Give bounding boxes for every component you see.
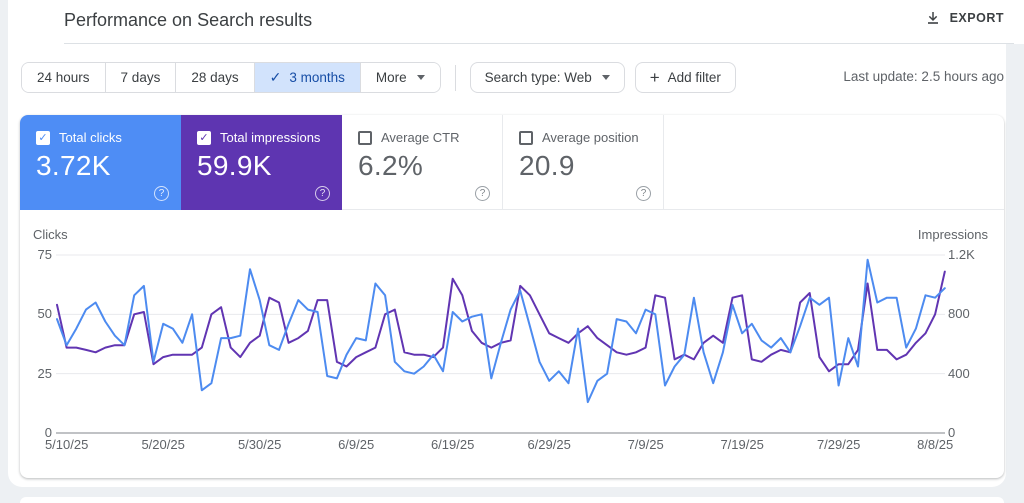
- help-icon[interactable]: ?: [636, 186, 651, 201]
- add-filter-label: Add filter: [667, 70, 721, 85]
- x-axis-date-tick: 7/29/25: [816, 437, 861, 452]
- performance-chart[interactable]: Clicks Impressions 75 50 25 0 1.2K 800 400 0 5/1…: [20, 210, 1004, 478]
- performance-card: ✓ Total clicks 3.72K ? ✓ Total impressio…: [20, 115, 1004, 478]
- header-divider: [64, 43, 1014, 44]
- left-axis-tick: 50: [37, 306, 52, 322]
- metric-value: 20.9: [519, 150, 575, 181]
- download-icon: [925, 10, 941, 26]
- metric-value: 59.9K: [197, 150, 272, 181]
- plus-icon: +: [649, 68, 660, 87]
- x-axis-date-tick: 8/8/25: [917, 437, 954, 452]
- average-ctr-checkbox[interactable]: [358, 130, 372, 145]
- x-axis-date-tick: 5/30/25: [237, 437, 282, 452]
- right-axis-title: Impressions: [917, 227, 988, 242]
- toolbar-divider: [454, 64, 456, 91]
- chevron-down-icon: [601, 75, 610, 80]
- total-impressions-checkbox[interactable]: ✓: [197, 130, 211, 145]
- export-label: EXPORT: [949, 11, 1004, 25]
- search-type-label: Search type: Web: [484, 70, 592, 85]
- metric-total-clicks[interactable]: ✓ Total clicks 3.72K ?: [20, 115, 181, 210]
- help-icon[interactable]: ?: [154, 186, 169, 201]
- date-range-28-days[interactable]: 28 days: [175, 63, 254, 92]
- check-icon: ✓: [269, 69, 282, 85]
- metric-label: Total impressions: [220, 130, 321, 145]
- export-button[interactable]: EXPORT: [925, 10, 1004, 26]
- help-icon[interactable]: ?: [315, 186, 330, 201]
- last-update-text: Last update: 2.5 hours ago: [843, 69, 1004, 84]
- chip-label: More: [375, 70, 407, 85]
- clicks-line-series: [56, 258, 946, 404]
- filter-toolbar: 24 hours 7 days 28 days ✓ 3 months More …: [21, 62, 736, 93]
- search-type-dropdown[interactable]: Search type: Web: [469, 62, 625, 93]
- left-axis-tick: 25: [37, 365, 52, 381]
- left-axis-title: Clicks: [33, 227, 68, 242]
- metric-label: Total clicks: [59, 130, 122, 145]
- right-axis-tick: 1.2K: [948, 247, 975, 262]
- metric-value: 3.72K: [36, 150, 111, 181]
- date-range-more-dropdown[interactable]: More: [359, 63, 440, 92]
- metric-average-ctr[interactable]: Average CTR 6.2% ?: [342, 115, 503, 210]
- right-axis-tick: 400: [948, 365, 970, 381]
- x-axis-date-tick: 6/29/25: [527, 437, 571, 452]
- x-axis-date-tick: 5/20/25: [141, 437, 185, 452]
- metric-value: 6.2%: [358, 150, 424, 181]
- date-range-3-months[interactable]: ✓ 3 months: [253, 63, 360, 92]
- page-title: Performance on Search results: [64, 10, 313, 30]
- left-axis-tick: 75: [37, 247, 52, 262]
- chip-label: 7 days: [120, 70, 161, 85]
- chevron-down-icon: [416, 75, 425, 80]
- date-range-24-hours[interactable]: 24 hours: [22, 63, 105, 92]
- total-clicks-checkbox[interactable]: ✓: [36, 130, 50, 145]
- chart-plot-area[interactable]: [20, 210, 1004, 478]
- metric-total-impressions[interactable]: ✓ Total impressions 59.9K ?: [181, 115, 342, 210]
- chip-label: 24 hours: [37, 70, 90, 85]
- add-filter-button[interactable]: + Add filter: [634, 62, 736, 93]
- metric-label: Average CTR: [381, 130, 460, 145]
- chip-label: 28 days: [191, 70, 239, 85]
- x-axis-date-tick: 7/19/25: [720, 437, 764, 452]
- left-axis-tick: 0: [44, 425, 52, 440]
- average-position-checkbox[interactable]: [519, 130, 533, 145]
- page-header: Performance on Search results EXPORT: [8, 0, 1024, 44]
- date-range-group: 24 hours 7 days 28 days ✓ 3 months More: [21, 62, 441, 93]
- metrics-row: ✓ Total clicks 3.72K ? ✓ Total impressio…: [20, 115, 1004, 210]
- chip-label: 3 months: [289, 70, 345, 85]
- right-axis-tick: 0: [948, 425, 956, 440]
- next-card-top-edge: [20, 497, 1004, 503]
- date-range-7-days[interactable]: 7 days: [104, 63, 176, 92]
- x-axis-date-tick: 7/9/25: [627, 437, 664, 452]
- metric-average-position[interactable]: Average position 20.9 ?: [503, 115, 664, 210]
- x-axis-date-tick: 6/19/25: [430, 437, 475, 452]
- x-axis-date-tick: 6/9/25: [338, 437, 375, 452]
- help-icon[interactable]: ?: [475, 186, 490, 201]
- x-axis-date-tick: 5/10/25: [44, 437, 89, 452]
- metric-label: Average position: [542, 130, 639, 145]
- right-axis-tick: 800: [948, 306, 970, 322]
